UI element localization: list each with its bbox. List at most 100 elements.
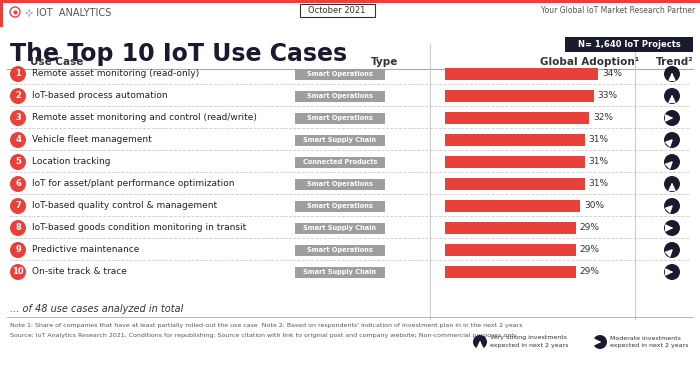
FancyBboxPatch shape: [445, 156, 584, 168]
FancyBboxPatch shape: [295, 113, 385, 124]
Text: 29%: 29%: [580, 268, 599, 276]
Text: Smart Operations: Smart Operations: [307, 115, 373, 121]
Circle shape: [664, 264, 680, 280]
Text: Location tracking: Location tracking: [32, 157, 111, 167]
FancyBboxPatch shape: [445, 134, 584, 146]
Text: IoT for asset/plant performance optimization: IoT for asset/plant performance optimiza…: [32, 179, 234, 189]
Text: Smart Operations: Smart Operations: [307, 71, 373, 77]
Text: 10: 10: [12, 268, 24, 276]
Text: Smart Operations: Smart Operations: [307, 203, 373, 209]
Circle shape: [593, 335, 607, 349]
Text: 29%: 29%: [580, 224, 599, 233]
Text: 7: 7: [15, 201, 21, 211]
Text: 30%: 30%: [584, 201, 604, 211]
Text: Smart Operations: Smart Operations: [307, 247, 373, 253]
FancyBboxPatch shape: [295, 134, 385, 145]
Text: Moderate investments: Moderate investments: [610, 335, 681, 341]
Text: Your Global IoT Market Research Partner: Your Global IoT Market Research Partner: [540, 6, 695, 15]
Text: 9: 9: [15, 246, 21, 254]
Text: Global Adoption¹: Global Adoption¹: [540, 57, 639, 67]
Circle shape: [664, 154, 680, 170]
Circle shape: [10, 198, 26, 214]
Text: 31%: 31%: [589, 157, 608, 167]
FancyBboxPatch shape: [445, 112, 589, 124]
Text: 6: 6: [15, 179, 21, 189]
FancyBboxPatch shape: [295, 244, 385, 255]
Circle shape: [664, 220, 680, 236]
FancyBboxPatch shape: [445, 244, 575, 256]
Text: Smart Operations: Smart Operations: [307, 181, 373, 187]
Text: Smart Supply Chain: Smart Supply Chain: [303, 269, 377, 275]
Text: 2: 2: [15, 91, 21, 101]
Text: Smart Operations: Smart Operations: [307, 93, 373, 99]
Text: expected in next 2 years: expected in next 2 years: [610, 344, 688, 349]
Text: 31%: 31%: [589, 179, 608, 189]
Circle shape: [664, 198, 680, 214]
Circle shape: [10, 242, 26, 258]
Text: Smart Supply Chain: Smart Supply Chain: [303, 137, 377, 143]
Text: 31%: 31%: [589, 135, 608, 145]
Text: Smart Supply Chain: Smart Supply Chain: [303, 225, 377, 231]
Text: Source: IoT Analytics Research 2021, Conditions for republishing: Source citatio: Source: IoT Analytics Research 2021, Con…: [10, 333, 517, 338]
Circle shape: [10, 132, 26, 148]
Text: 3: 3: [15, 113, 21, 123]
Circle shape: [473, 335, 487, 349]
Text: 29%: 29%: [580, 246, 599, 254]
Text: expected in next 2 years: expected in next 2 years: [490, 344, 568, 349]
FancyBboxPatch shape: [295, 156, 385, 167]
Circle shape: [664, 110, 680, 126]
Text: Type: Type: [371, 57, 399, 67]
FancyBboxPatch shape: [3, 3, 700, 27]
FancyBboxPatch shape: [295, 200, 385, 211]
FancyBboxPatch shape: [295, 222, 385, 233]
Text: Vehicle fleet management: Vehicle fleet management: [32, 135, 152, 145]
FancyBboxPatch shape: [565, 37, 693, 52]
Circle shape: [10, 264, 26, 280]
FancyBboxPatch shape: [295, 178, 385, 189]
Circle shape: [664, 132, 680, 148]
Text: 33%: 33%: [598, 91, 617, 101]
FancyBboxPatch shape: [295, 266, 385, 277]
FancyBboxPatch shape: [300, 4, 375, 17]
FancyBboxPatch shape: [445, 68, 598, 80]
FancyBboxPatch shape: [445, 266, 575, 278]
Circle shape: [10, 220, 26, 236]
Circle shape: [10, 176, 26, 192]
Circle shape: [664, 88, 680, 104]
Text: 1: 1: [15, 69, 21, 79]
FancyBboxPatch shape: [0, 0, 700, 27]
Text: Use Case: Use Case: [30, 57, 83, 67]
Circle shape: [664, 66, 680, 82]
Circle shape: [10, 110, 26, 126]
Circle shape: [664, 176, 680, 192]
Text: IoT-based goods condition monitoring in transit: IoT-based goods condition monitoring in …: [32, 224, 246, 233]
Text: IoT-based process automation: IoT-based process automation: [32, 91, 167, 101]
FancyBboxPatch shape: [445, 90, 594, 102]
Text: Remote asset monitoring and control (read/write): Remote asset monitoring and control (rea…: [32, 113, 257, 123]
Text: October 2021: October 2021: [308, 6, 365, 15]
Text: ... of 48 use cases analyzed in total: ... of 48 use cases analyzed in total: [10, 304, 183, 314]
FancyBboxPatch shape: [445, 222, 575, 234]
Text: Trend²: Trend²: [656, 57, 694, 67]
Text: The Top 10 IoT Use Cases: The Top 10 IoT Use Cases: [10, 42, 347, 66]
Text: 32%: 32%: [593, 113, 613, 123]
Text: Remote asset monitoring (read-only): Remote asset monitoring (read-only): [32, 69, 200, 79]
Text: 34%: 34%: [602, 69, 622, 79]
Text: Very strong investments: Very strong investments: [490, 335, 567, 341]
Text: On-site track & trace: On-site track & trace: [32, 268, 127, 276]
Text: Predictive maintenance: Predictive maintenance: [32, 246, 139, 254]
FancyBboxPatch shape: [295, 69, 385, 80]
Text: IoT-based quality control & management: IoT-based quality control & management: [32, 201, 217, 211]
FancyBboxPatch shape: [445, 200, 580, 212]
Text: ⊹ IOT  ANALYTICS: ⊹ IOT ANALYTICS: [25, 7, 111, 17]
Text: N= 1,640 IoT Projects: N= 1,640 IoT Projects: [578, 40, 680, 49]
Text: Connected Products: Connected Products: [303, 159, 377, 165]
Text: 8: 8: [15, 224, 21, 233]
Circle shape: [10, 154, 26, 170]
Text: Note 1: Share of companies that have at least partially rolled-out the use case : Note 1: Share of companies that have at …: [10, 323, 522, 327]
FancyBboxPatch shape: [445, 178, 584, 190]
Text: 5: 5: [15, 157, 21, 167]
Circle shape: [10, 66, 26, 82]
Circle shape: [664, 242, 680, 258]
FancyBboxPatch shape: [295, 91, 385, 102]
